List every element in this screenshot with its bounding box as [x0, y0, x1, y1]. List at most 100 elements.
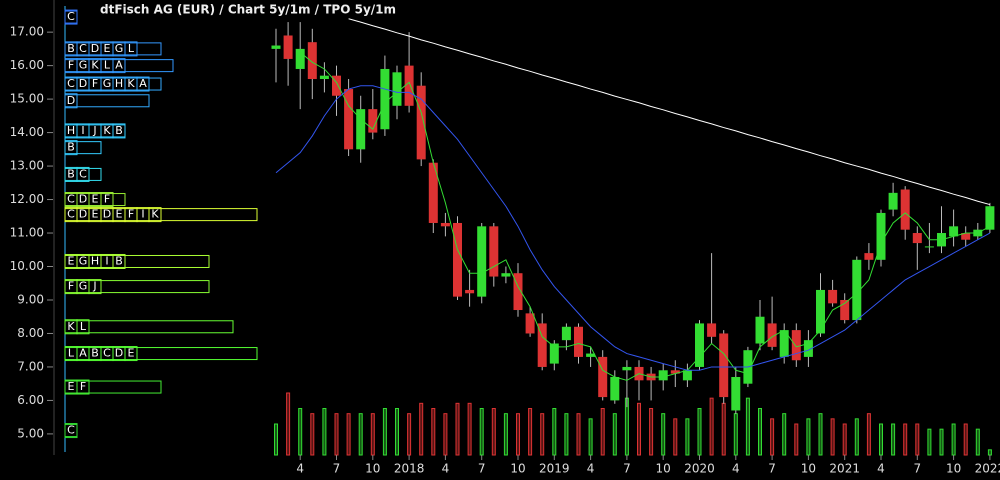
- candle-body: [440, 222, 450, 227]
- tpo-letter: K: [103, 124, 111, 137]
- candle-body: [719, 333, 729, 398]
- volume-bar: [516, 413, 520, 456]
- candle-body: [731, 376, 741, 411]
- tpo-letter: G: [79, 254, 88, 267]
- volume-bar: [987, 449, 992, 456]
- volume-bar: [854, 418, 859, 456]
- volume-bar: [407, 413, 412, 456]
- candle-body: [525, 313, 535, 334]
- candle-body: [961, 233, 971, 240]
- x-tick-label: 4: [877, 462, 885, 476]
- tpo-letter: C: [103, 347, 111, 360]
- candle-body: [489, 226, 499, 277]
- candle-body: [380, 68, 390, 130]
- tpo-letter: I: [81, 124, 84, 137]
- candle-body: [356, 109, 366, 150]
- candle-body: [465, 289, 475, 294]
- tpo-box: [112, 58, 126, 74]
- candle-body: [864, 253, 874, 260]
- candle-body: [586, 353, 596, 357]
- y-tick-label: 12.00: [10, 192, 44, 206]
- candle-body: [416, 85, 426, 160]
- x-tick-label: 2022: [975, 462, 1000, 476]
- tpo-letter: K: [151, 208, 159, 221]
- volume-bar: [891, 423, 896, 456]
- x-tick-label: 4: [587, 462, 595, 476]
- x-tick-label: 4: [296, 462, 304, 476]
- candle-body: [791, 330, 801, 361]
- candle-body: [816, 289, 825, 334]
- x-tick-label: 2018: [394, 462, 425, 476]
- volume-bar: [552, 408, 557, 456]
- tpo-letter: H: [115, 77, 123, 90]
- candle-body: [295, 48, 305, 69]
- tpo-box: [64, 140, 78, 156]
- tpo-letter: D: [79, 208, 87, 221]
- volume-bar: [564, 413, 569, 456]
- x-tick-label: 2019: [539, 462, 570, 476]
- candle-body: [283, 35, 293, 59]
- tpo-box: [64, 9, 78, 25]
- tpo-letter: K: [127, 77, 135, 90]
- tpo-letter: F: [92, 77, 98, 90]
- tpo-letter: F: [68, 59, 74, 72]
- tpo-box: [64, 423, 78, 439]
- volume-bar: [733, 413, 738, 456]
- volume-bar: [721, 402, 726, 456]
- candle-body: [658, 370, 668, 381]
- tpo-letter: E: [116, 208, 123, 221]
- tpo-box: [64, 93, 78, 109]
- volume-bar: [866, 413, 871, 456]
- volume-bar: [503, 413, 508, 456]
- candle-body: [695, 323, 704, 367]
- tpo-letter: B: [115, 254, 123, 267]
- candle-body: [307, 42, 317, 80]
- volume-bar: [697, 408, 702, 456]
- volume-bar: [346, 413, 351, 456]
- tpo-letter: A: [79, 347, 87, 360]
- volume-bar: [395, 408, 399, 456]
- volume-bar: [806, 418, 811, 456]
- x-tick-label: 4: [732, 462, 740, 476]
- y-tick-label: 15.00: [10, 92, 44, 106]
- volume-bar: [794, 423, 799, 456]
- tpo-letter: B: [115, 124, 123, 137]
- candle-body: [344, 89, 354, 150]
- volume-bar: [745, 397, 750, 456]
- x-tick-label: 10: [946, 462, 961, 476]
- chart-title: dtFisch AG (EUR) / Chart 5y/1m / TPO 5y/…: [100, 3, 396, 17]
- volume-bar: [382, 408, 387, 456]
- volume-bar: [322, 408, 327, 456]
- tpo-letter: L: [128, 42, 135, 55]
- tpo-letter: D: [79, 77, 87, 90]
- x-tick-label: 2021: [829, 462, 860, 476]
- tpo-letter: D: [115, 347, 123, 360]
- candle-body: [924, 246, 934, 248]
- volume-bar: [358, 413, 363, 456]
- candle-body: [332, 75, 341, 96]
- candle-body: [682, 370, 692, 381]
- volume-bar: [975, 428, 980, 456]
- tpo-bar: [64, 320, 234, 334]
- tpo-letter: C: [67, 10, 75, 23]
- candle-body: [404, 65, 414, 106]
- candle-body: [271, 45, 281, 49]
- tpo-letter: H: [91, 254, 99, 267]
- candle-body: [368, 109, 378, 133]
- y-tick-label: 6.00: [17, 393, 44, 407]
- y-tick-label: 9.00: [17, 292, 44, 306]
- candle-body: [501, 273, 511, 277]
- volume-bar: [963, 423, 968, 456]
- tpo-letter: B: [67, 42, 75, 55]
- volume-bar: [491, 408, 496, 456]
- x-tick-label: 7: [623, 462, 631, 476]
- tpo-letter: B: [91, 347, 99, 360]
- tpo-letter: B: [67, 167, 75, 180]
- candle-body: [767, 323, 777, 347]
- tpo-letter: D: [67, 94, 75, 107]
- tpo-letter: E: [68, 254, 75, 267]
- volume-bar: [685, 418, 690, 456]
- tpo-letter: H: [67, 124, 75, 137]
- volume-bar: [939, 428, 944, 456]
